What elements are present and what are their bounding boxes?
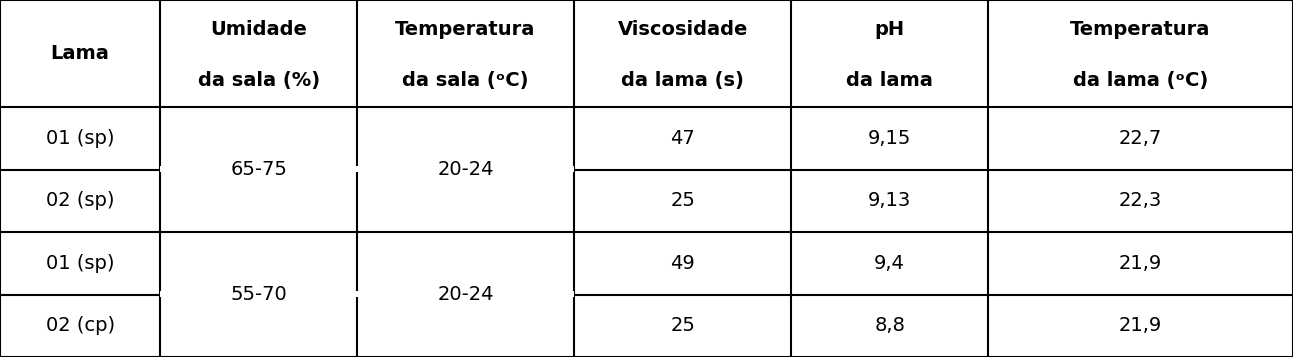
Text: Viscosidade: Viscosidade <box>618 20 747 40</box>
Text: 01 (sp): 01 (sp) <box>47 129 114 148</box>
Text: 55-70: 55-70 <box>230 285 287 304</box>
Text: Temperatura: Temperatura <box>396 20 535 40</box>
Text: 21,9: 21,9 <box>1118 254 1162 273</box>
Text: da lama (ᵒC): da lama (ᵒC) <box>1073 71 1208 90</box>
Text: 21,9: 21,9 <box>1118 316 1162 335</box>
Text: 02 (sp): 02 (sp) <box>47 191 114 210</box>
Text: da sala (%): da sala (%) <box>198 71 319 90</box>
Text: 20-24: 20-24 <box>437 160 494 179</box>
Text: 49: 49 <box>670 254 696 273</box>
Text: 02 (cp): 02 (cp) <box>45 316 115 335</box>
Text: Umidade: Umidade <box>211 20 306 40</box>
Text: pH: pH <box>874 20 905 40</box>
Text: 65-75: 65-75 <box>230 160 287 179</box>
Text: 22,3: 22,3 <box>1118 191 1162 210</box>
Text: 8,8: 8,8 <box>874 316 905 335</box>
Text: da lama: da lama <box>846 71 934 90</box>
Text: da lama (s): da lama (s) <box>621 71 745 90</box>
Text: 20-24: 20-24 <box>437 285 494 304</box>
Text: 01 (sp): 01 (sp) <box>47 254 114 273</box>
Text: 22,7: 22,7 <box>1118 129 1162 148</box>
Text: 47: 47 <box>670 129 696 148</box>
Text: 25: 25 <box>670 316 696 335</box>
Text: Temperatura: Temperatura <box>1071 20 1210 40</box>
Text: 25: 25 <box>670 191 696 210</box>
Bar <box>160 291 574 297</box>
Text: 9,4: 9,4 <box>874 254 905 273</box>
Text: da sala (ᵒC): da sala (ᵒC) <box>402 71 529 90</box>
Text: 9,13: 9,13 <box>868 191 912 210</box>
Bar <box>160 166 574 172</box>
Text: 9,15: 9,15 <box>868 129 912 148</box>
Text: Lama: Lama <box>50 44 110 63</box>
